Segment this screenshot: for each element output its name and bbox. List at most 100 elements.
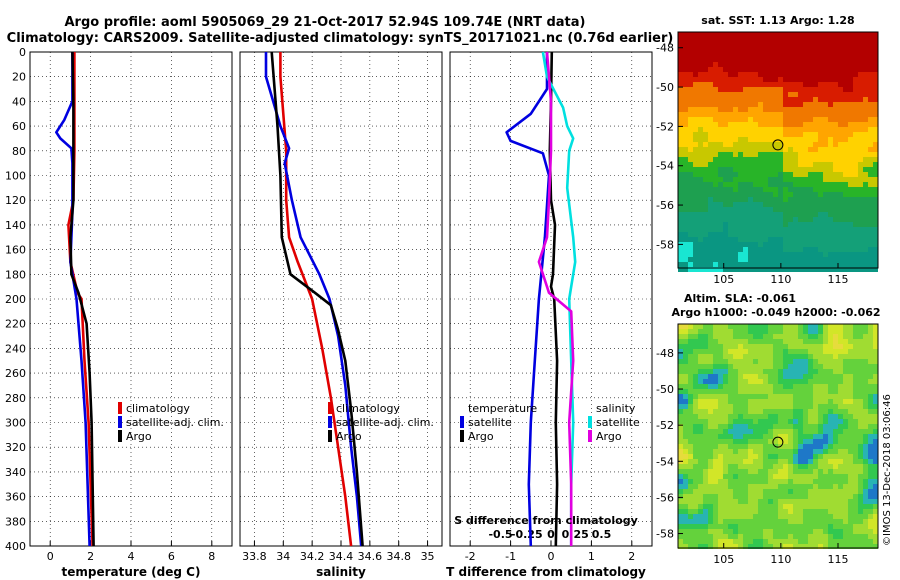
map-cell	[733, 514, 738, 519]
map-cell	[723, 444, 728, 449]
map-cell	[753, 329, 758, 334]
map-cell	[753, 142, 758, 147]
map-cell	[743, 62, 748, 67]
map-cell	[788, 137, 793, 142]
map-cell	[813, 147, 818, 152]
map-cell	[683, 424, 688, 429]
map-cell	[873, 177, 878, 182]
map-cell	[813, 544, 818, 549]
map-cell	[753, 534, 758, 539]
map-cell	[788, 47, 793, 52]
map-cell	[828, 97, 833, 102]
map-cell	[783, 122, 788, 127]
map-cell	[868, 202, 873, 207]
map-cell	[693, 107, 698, 112]
map-cell	[858, 167, 863, 172]
map-cell	[693, 514, 698, 519]
map-cell	[718, 132, 723, 137]
map-cell	[773, 454, 778, 459]
map-cell	[748, 369, 753, 374]
map-cell	[758, 329, 763, 334]
map-cell	[783, 419, 788, 424]
map-cell	[838, 182, 843, 187]
map-cell	[773, 157, 778, 162]
map-cell	[868, 182, 873, 187]
map-cell	[788, 464, 793, 469]
map-cell	[853, 117, 858, 122]
map-cell	[813, 324, 818, 329]
map-cell	[838, 324, 843, 329]
map-cell	[858, 344, 863, 349]
map-cell	[743, 509, 748, 514]
map-cell	[783, 37, 788, 42]
map-cell	[838, 207, 843, 212]
map-cell	[818, 459, 823, 464]
map-cell	[798, 374, 803, 379]
map-cell	[788, 37, 793, 42]
map-cell	[803, 544, 808, 549]
map-cell	[723, 57, 728, 62]
map-cell	[758, 72, 763, 77]
map-cell	[788, 52, 793, 57]
map-cell	[708, 57, 713, 62]
map-cell	[748, 192, 753, 197]
map-cell	[813, 112, 818, 117]
salinity-legend: climatology satellite-adj. clim. Argo	[328, 402, 434, 443]
map-cell	[698, 192, 703, 197]
map-cell	[813, 494, 818, 499]
map-cell	[753, 147, 758, 152]
map-cell	[808, 237, 813, 242]
map-cell	[723, 167, 728, 172]
map-cell	[848, 187, 853, 192]
map-cell	[803, 112, 808, 117]
map-cell	[713, 252, 718, 257]
map-x-tick-label: 115	[828, 273, 849, 286]
map-cell	[743, 344, 748, 349]
map-cell	[833, 42, 838, 47]
map-cell	[813, 509, 818, 514]
map-y-tick-label: -48	[656, 42, 674, 55]
map-cell	[703, 182, 708, 187]
map-cell	[798, 454, 803, 459]
map-cell	[703, 519, 708, 524]
map-cell	[818, 344, 823, 349]
map-cell	[738, 47, 743, 52]
depth-tick-label: 300	[5, 417, 26, 430]
map-cell	[868, 47, 873, 52]
map-cell	[833, 202, 838, 207]
map-cell	[703, 127, 708, 132]
map-cell	[703, 97, 708, 102]
map-cell	[848, 469, 853, 474]
map-cell	[713, 329, 718, 334]
map-cell	[808, 42, 813, 47]
map-cell	[758, 374, 763, 379]
map-cell	[713, 202, 718, 207]
map-cell	[743, 454, 748, 459]
map-cell	[793, 324, 798, 329]
map-cell	[768, 439, 773, 444]
map-cell	[813, 409, 818, 414]
map-cell	[728, 369, 733, 374]
map-cell	[813, 177, 818, 182]
map-cell	[793, 339, 798, 344]
map-cell	[703, 514, 708, 519]
map-cell	[783, 82, 788, 87]
map-cell	[833, 62, 838, 67]
depth-tick-label: 160	[5, 244, 26, 257]
map-cell	[733, 32, 738, 37]
map-cell	[758, 419, 763, 424]
map-cell	[863, 147, 868, 152]
map-cell	[803, 334, 808, 339]
map-cell	[743, 117, 748, 122]
map-cell	[753, 262, 758, 267]
map-cell	[843, 167, 848, 172]
map-cell	[778, 424, 783, 429]
map-cell	[733, 242, 738, 247]
map-cell	[868, 349, 873, 354]
map-cell	[708, 82, 713, 87]
map-cell	[868, 479, 873, 484]
map-cell	[798, 349, 803, 354]
x-tick-label: 4	[128, 550, 135, 563]
map-cell	[708, 524, 713, 529]
legend-label-climatology: climatology	[126, 402, 190, 415]
